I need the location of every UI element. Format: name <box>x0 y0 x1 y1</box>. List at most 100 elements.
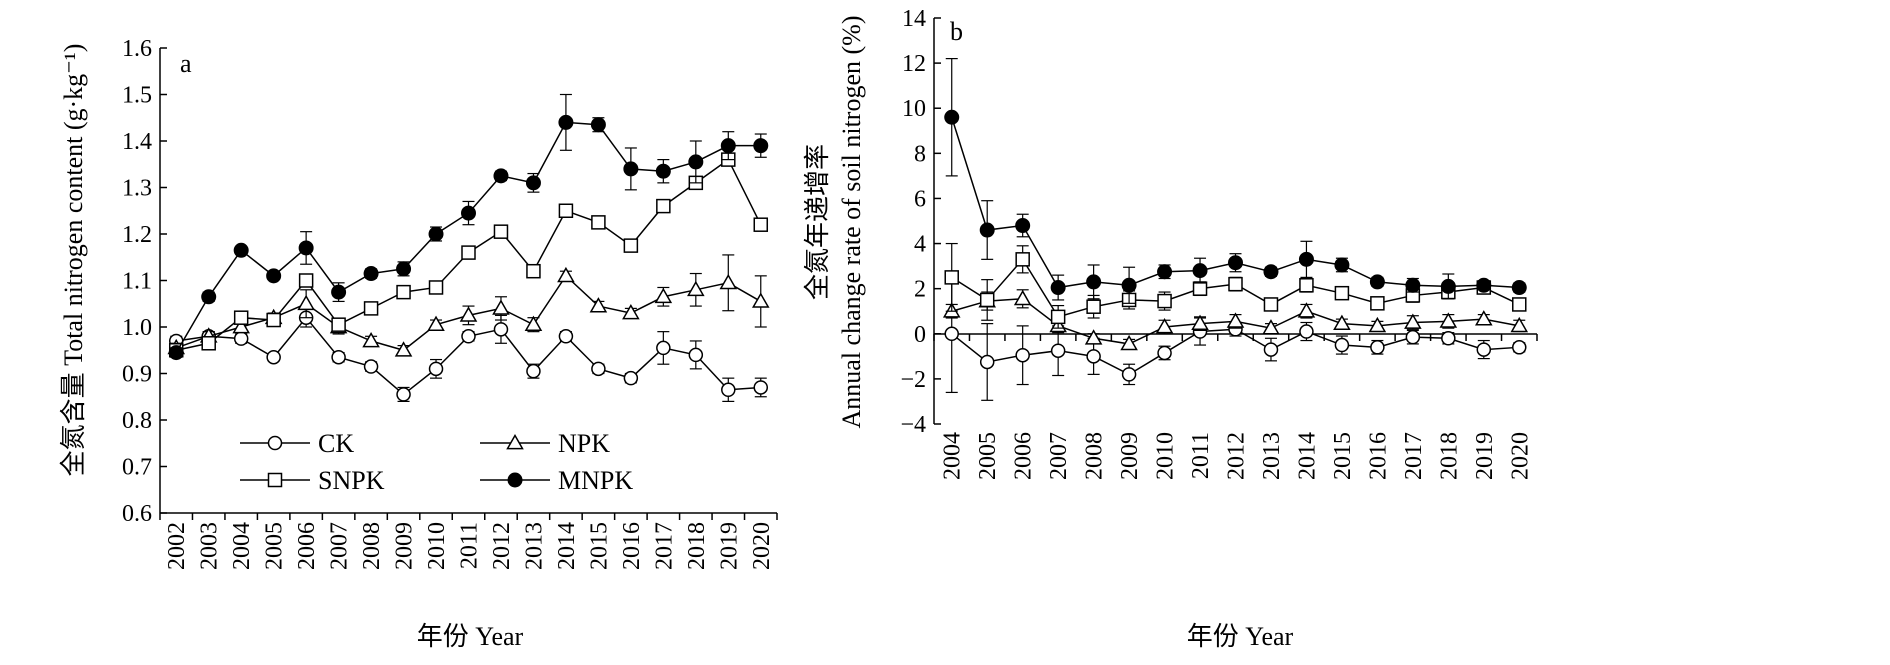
a-point-snpk <box>753 217 769 232</box>
a-point-snpk <box>623 238 639 253</box>
a-x-tick-label: 2013 <box>521 522 547 570</box>
panel-b-y-axis-label-line2: Annual change rate of soil nitrogen (%) <box>837 16 866 429</box>
b-point-mnpk <box>1263 264 1279 280</box>
a-point-snpk <box>558 203 574 218</box>
b-point-npk <box>1333 314 1351 331</box>
b-x-tick-label: 2018 <box>1436 432 1462 480</box>
b-x-tick-label: 2010 <box>1153 432 1179 480</box>
a-point-npk <box>427 315 445 332</box>
a-point-mnpk <box>298 240 314 256</box>
b-point-ck <box>1263 342 1279 357</box>
a-x-tick-label: 2005 <box>262 522 288 570</box>
b-point-mnpk <box>1405 277 1421 293</box>
a-point-npk <box>687 280 705 297</box>
a-point-snpk <box>428 280 444 295</box>
a-x-tick-label: 2009 <box>392 522 418 570</box>
b-point-mnpk <box>1050 280 1066 296</box>
a-point-npk <box>557 266 575 283</box>
b-point-ck <box>1405 329 1421 345</box>
b-x-tick-label: 2016 <box>1365 432 1391 480</box>
b-x-tick-label: 2017 <box>1401 432 1427 480</box>
a-point-npk <box>492 299 510 315</box>
a-series-mnpk <box>168 93 769 361</box>
b-point-npk <box>1120 334 1138 351</box>
b-point-npk <box>1510 316 1529 333</box>
b-point-mnpk <box>1511 280 1527 296</box>
a-point-ck <box>266 349 281 365</box>
a-point-ck <box>688 347 704 363</box>
a-point-mnpk <box>720 138 736 154</box>
b-series-mnpk <box>944 57 1527 304</box>
a-point-npk <box>524 315 543 332</box>
b-point-npk <box>1368 316 1387 333</box>
b-x-tick-label: 2012 <box>1224 432 1250 480</box>
a-point-ck <box>591 361 606 377</box>
b-point-ck <box>1299 324 1314 339</box>
b-y-tick-label: 2 <box>914 277 926 303</box>
a-point-mnpk <box>331 284 347 300</box>
a-y-tick-label: 1.3 <box>122 176 152 202</box>
b-point-npk <box>1191 314 1209 331</box>
b-point-mnpk <box>944 109 960 125</box>
a-y-tick-label: 1.5 <box>122 83 152 109</box>
b-point-snpk <box>944 270 959 285</box>
a-x-tick-label: 2019 <box>716 522 742 570</box>
b-point-ck <box>944 326 959 342</box>
b-point-npk <box>1013 289 1032 306</box>
a-x-tick-label: 2011 <box>457 522 483 569</box>
a-point-mnpk <box>688 154 704 170</box>
a-point-npk <box>589 297 608 313</box>
b-y-tick-label: 0 <box>914 322 926 348</box>
a-point-mnpk <box>363 266 379 282</box>
panel-b-y-axis-label-line1: 全氮年递增率 <box>803 144 832 300</box>
panel-b-x-ticks: 2004 2005 2006 2007 2008 2009 2010 2011 2012 2013… <box>933 334 1538 480</box>
a-y-tick-label: 1.6 <box>122 36 152 62</box>
a-x-tick-label: 2010 <box>424 522 450 570</box>
a-point-ck <box>526 363 541 379</box>
b-point-mnpk <box>1369 274 1385 290</box>
a-point-mnpk <box>428 226 444 242</box>
legend-entry-ck: CK <box>240 429 354 458</box>
a-point-ck <box>493 322 509 337</box>
a-point-mnpk <box>266 268 282 284</box>
a-point-snpk <box>656 198 671 214</box>
a-x-tick-label: 2007 <box>327 522 353 570</box>
b-point-npk <box>1084 329 1103 345</box>
b-point-npk <box>1297 302 1316 318</box>
b-point-ck <box>1086 349 1101 364</box>
a-x-tick-label: 2014 <box>554 522 580 570</box>
a-point-ck <box>721 382 736 398</box>
a-point-ck <box>558 329 574 344</box>
b-point-npk <box>1404 313 1422 329</box>
b-point-mnpk <box>1015 218 1031 234</box>
b-point-ck <box>979 354 995 370</box>
a-point-ck <box>753 380 769 395</box>
b-point-ck <box>1334 337 1350 353</box>
b-x-tick-label: 2006 <box>1011 432 1037 480</box>
b-x-tick-label: 2008 <box>1082 432 1108 480</box>
a-point-npk <box>297 294 315 311</box>
a-x-tick-label: 2016 <box>619 522 645 570</box>
a-point-snpk <box>493 224 509 239</box>
a-point-npk <box>751 292 770 308</box>
b-x-tick-label: 2004 <box>940 432 966 480</box>
b-x-tick-label: 2007 <box>1046 432 1072 480</box>
b-point-mnpk <box>1121 277 1137 293</box>
b-x-tick-label: 2020 <box>1507 432 1533 480</box>
a-x-tick-label: 2017 <box>651 522 677 570</box>
panel-a-label: a <box>180 49 192 78</box>
legend-label-snpk: SNPK <box>318 466 385 495</box>
b-x-tick-label: 2014 <box>1294 432 1320 480</box>
panel-a-legend: CK NPK SNPK MNPK <box>240 429 633 495</box>
b-point-snpk <box>1263 297 1279 312</box>
b-point-npk <box>1262 319 1280 335</box>
a-x-tick-label: 2002 <box>164 522 190 570</box>
panel-b-x-axis-label: 年份 Year <box>1187 622 1294 651</box>
a-point-ck <box>233 331 249 346</box>
panel-a-chart: 0.60.70.80.91.01.11.21.31.41.51.6 2002 20… <box>59 36 778 651</box>
b-point-snpk <box>1299 278 1314 293</box>
a-x-tick-label: 2003 <box>197 522 223 570</box>
b-point-snpk <box>1512 297 1527 312</box>
b-y-tick-label: −4 <box>900 412 926 438</box>
